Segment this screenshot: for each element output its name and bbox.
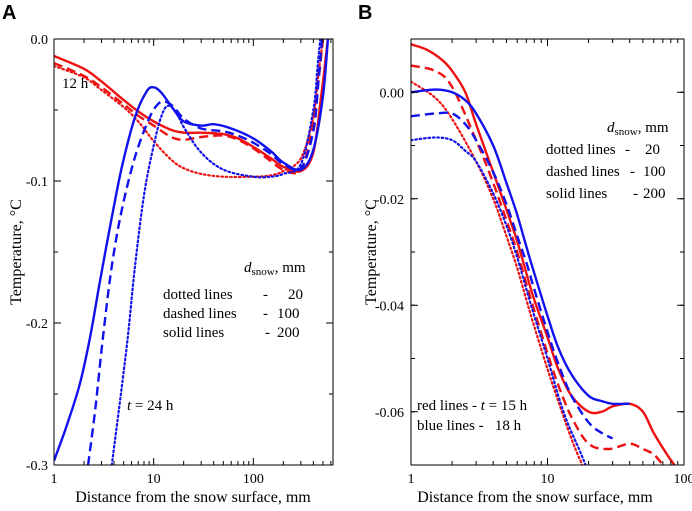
y-tick-label: -0.02 xyxy=(375,193,404,208)
y-tick-label: -0.04 xyxy=(375,299,404,314)
y-tick-label: 0.0 xyxy=(31,33,49,48)
series-line xyxy=(411,88,630,406)
panel-a-24h-label: t = 24 h xyxy=(127,398,174,414)
y-tick-label: -0.3 xyxy=(26,459,48,474)
panel-b-legend-row-label: solid lines xyxy=(546,186,607,202)
panel-a-legend: dsnow, mm dotted lines - 20 dashed lines… xyxy=(163,260,306,341)
x-tick-label: 100 xyxy=(674,472,692,487)
panel-a-x-axis-label: Distance from the snow surface, mm xyxy=(75,489,311,506)
panel-a-legend-row-label: dotted lines xyxy=(163,287,233,303)
panel-b-legend-sub: snow xyxy=(615,126,638,138)
panel-a-legend-var: d xyxy=(244,260,252,276)
panel-a-legend-unit: , mm xyxy=(275,260,306,276)
series-line xyxy=(110,39,322,465)
x-tick-label: 1 xyxy=(408,472,415,487)
panel-b-legend-row-sep: - xyxy=(633,186,638,202)
x-tick-label: 100 xyxy=(243,472,264,487)
panel-b-red-legend-var: t xyxy=(481,398,486,414)
panel-a-legend-row-sep: - xyxy=(263,287,268,303)
panel-b-color-legend: red lines - t = 15 h blue lines - 18 h xyxy=(417,398,528,434)
panel-b-legend-title: dsnow, mm xyxy=(607,120,669,138)
panel-b-legend-var: d xyxy=(607,120,615,136)
y-tick-label: -0.06 xyxy=(375,406,404,421)
panel-a-legend-row-sep: - xyxy=(265,325,270,341)
x-tick-label: 10 xyxy=(541,472,555,487)
panel-a-legend-row-label: dashed lines xyxy=(163,306,237,322)
series-line xyxy=(411,80,584,465)
panel-b-ticks: 1 10 100 0.00 -0.02 -0.04 -0.06 xyxy=(375,38,692,487)
series-line xyxy=(86,39,324,465)
panel-b-legend-row-value: 100 xyxy=(643,164,666,180)
panel-b-blue-legend: blue lines - 18 h xyxy=(417,418,522,434)
panel-b-legend-row-value: 200 xyxy=(643,186,666,202)
panel-b-legend-row-sep: - xyxy=(630,164,635,180)
panel-a-legend-sub: snow xyxy=(252,266,275,278)
panel-b-legend-row-sep: - xyxy=(625,142,630,158)
panel-a-chart: 1 10 100 0.0 -0.1 -0.2 -0.3 12 h t = 24 h dsno… xyxy=(8,33,334,506)
x-tick-label: 10 xyxy=(147,472,161,487)
panel-b-legend-unit: , mm xyxy=(638,120,669,136)
panel-a-legend-row-value: 100 xyxy=(277,306,300,322)
panel-b-red-legend-prefix: red lines - xyxy=(417,398,481,414)
panel-b-legend-row-value: 20 xyxy=(645,142,660,158)
series-line xyxy=(54,39,325,175)
panel-a-legend-title: dsnow, mm xyxy=(244,260,306,278)
panel-a-legend-row-value: 200 xyxy=(277,325,300,341)
panel-a-24h-var: t xyxy=(127,398,132,414)
panel-b-legend-row-label: dashed lines xyxy=(546,164,620,180)
panel-a-24h-text: = 24 h xyxy=(131,398,174,414)
series-line xyxy=(411,43,676,465)
panel-a-series xyxy=(54,39,330,465)
panel-b-x-axis-label: Distance from the snow surface, mm xyxy=(417,489,653,506)
panel-a-legend-row-label: solid lines xyxy=(163,325,224,341)
series-line xyxy=(54,39,325,179)
panel-b-legend-row-label: dotted lines xyxy=(546,142,616,158)
x-tick-label: 1 xyxy=(51,472,58,487)
series-line xyxy=(411,136,587,465)
y-tick-label: 0.00 xyxy=(380,86,405,101)
panel-b-legend: dsnow, mm dotted lines - 20 dashed lines… xyxy=(546,120,669,202)
panel-a-letter: A xyxy=(2,2,16,24)
panel-b-y-axis-label: Temperature, °C xyxy=(363,199,380,305)
series-line xyxy=(54,39,330,462)
panel-b-red-legend: red lines - t = 15 h xyxy=(417,398,528,414)
panel-b-letter: B xyxy=(358,2,372,24)
panel-b-series xyxy=(411,43,676,465)
panel-b-chart: 1 10 100 0.00 -0.02 -0.04 -0.06 dsnow, mm dott… xyxy=(363,38,692,506)
panel-a-12h-label: 12 h xyxy=(62,76,89,92)
series-line xyxy=(54,39,330,173)
panel-a-legend-row-sep: - xyxy=(263,306,268,322)
panel-a-y-axis-label: Temperature, °C xyxy=(8,199,25,305)
panel-a-legend-row-value: 20 xyxy=(288,287,303,303)
panel-b-red-legend-suffix: = 15 h xyxy=(485,398,528,414)
y-tick-label: -0.2 xyxy=(26,317,48,332)
y-tick-label: -0.1 xyxy=(26,175,48,190)
panel-a-ticks: 1 10 100 0.0 -0.1 -0.2 -0.3 xyxy=(26,33,333,487)
series-line xyxy=(411,111,614,440)
